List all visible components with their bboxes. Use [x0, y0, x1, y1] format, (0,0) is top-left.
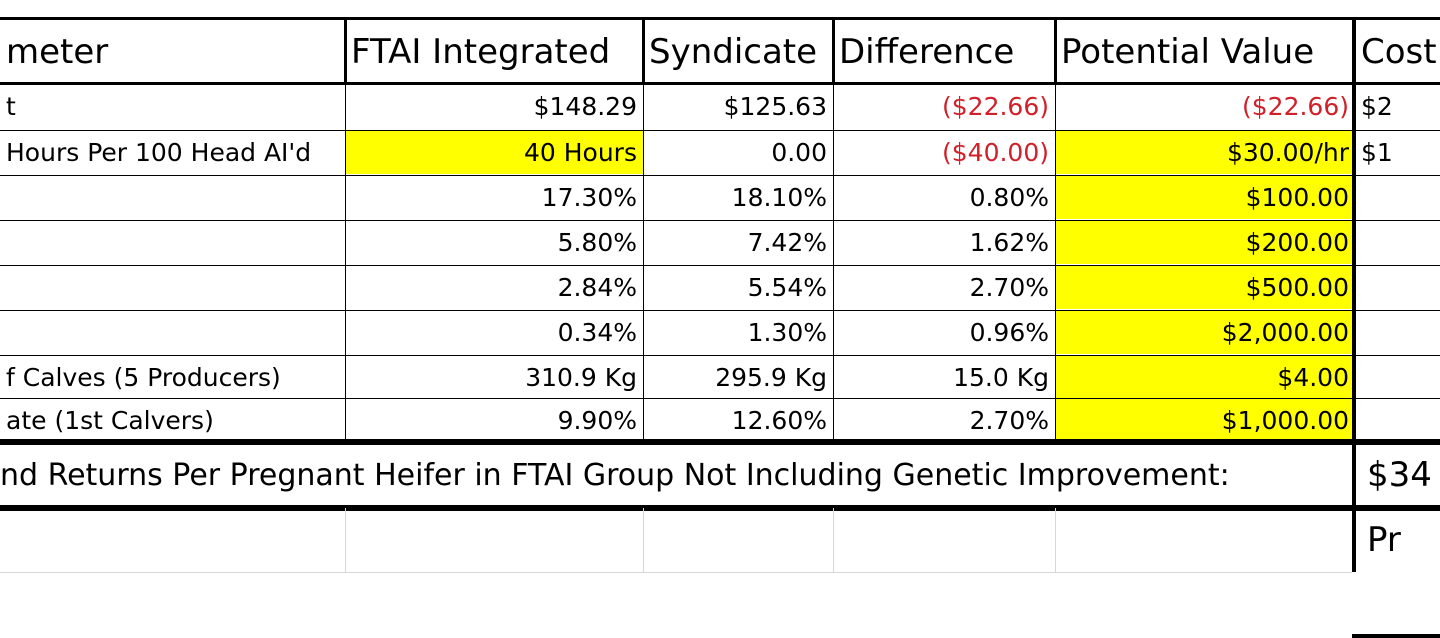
- cell-potential-value[interactable]: $4.00: [1055, 355, 1355, 399]
- summary-label[interactable]: nd Returns Per Pregnant Heifer in FTAI G…: [0, 457, 1230, 493]
- cell-potential-value[interactable]: $500.00: [1055, 265, 1355, 309]
- cell-potential-value[interactable]: $200.00: [1055, 220, 1355, 264]
- cell-potential-value[interactable]: $1,000.00: [1055, 398, 1355, 442]
- cell-potential-value[interactable]: $100.00: [1055, 175, 1355, 219]
- cell-ftai-integrated[interactable]: 2.84%: [557, 272, 637, 302]
- row-label[interactable]: [0, 265, 345, 309]
- cell-cost[interactable]: [1355, 175, 1440, 219]
- cell-syndicate[interactable]: $125.63: [723, 91, 827, 121]
- cell-cost[interactable]: $2: [1361, 91, 1393, 121]
- cell-difference[interactable]: 1.62%: [969, 227, 1049, 257]
- cell-ftai-integrated[interactable]: 9.90%: [557, 405, 637, 435]
- cell-syndicate[interactable]: 7.42%: [747, 227, 827, 257]
- cell-difference[interactable]: 2.70%: [969, 405, 1049, 435]
- column-header-potential-value[interactable]: Potential Value: [1061, 32, 1315, 72]
- cell-syndicate[interactable]: 0.00: [771, 137, 827, 167]
- cell-cost[interactable]: [1355, 310, 1440, 354]
- cell-cost[interactable]: [1355, 265, 1440, 309]
- footer-value[interactable]: Pr: [1367, 520, 1401, 560]
- cell-syndicate[interactable]: 1.30%: [747, 317, 827, 347]
- cell-potential-value[interactable]: $30.00/hr: [1055, 130, 1355, 174]
- row-label[interactable]: t: [6, 91, 16, 121]
- column-header-difference[interactable]: Difference: [839, 32, 1015, 72]
- cell-ftai-integrated[interactable]: 310.9 Kg: [525, 362, 637, 392]
- column-header-syndicate[interactable]: Syndicate: [649, 32, 818, 72]
- cell-syndicate[interactable]: 18.10%: [731, 182, 827, 212]
- cell-difference[interactable]: ($40.00): [942, 137, 1049, 167]
- cell-potential-value[interactable]: $2,000.00: [1055, 310, 1355, 354]
- row-label[interactable]: ate (1st Calvers): [6, 405, 214, 435]
- cell-difference[interactable]: ($22.66): [942, 91, 1049, 121]
- cell-ftai-integrated[interactable]: 17.30%: [541, 182, 637, 212]
- row-label[interactable]: [0, 220, 345, 264]
- row-label[interactable]: f Calves (5 Producers): [6, 362, 281, 392]
- cell-difference[interactable]: 2.70%: [969, 272, 1049, 302]
- cell-cost[interactable]: [1355, 398, 1440, 442]
- summary-value[interactable]: $34: [1367, 455, 1432, 495]
- cell-cost[interactable]: $1: [1361, 137, 1393, 167]
- row-label[interactable]: [0, 175, 345, 219]
- row-label[interactable]: Hours Per 100 Head AI'd: [6, 137, 312, 167]
- cell-difference[interactable]: 0.96%: [969, 317, 1049, 347]
- cell-cost[interactable]: [1355, 220, 1440, 264]
- cell-cost[interactable]: [1355, 355, 1440, 399]
- cell-ftai-integrated[interactable]: $148.29: [533, 91, 637, 121]
- cell-ftai-integrated[interactable]: 40 Hours: [345, 130, 643, 174]
- cell-potential-value[interactable]: ($22.66): [1242, 91, 1349, 121]
- cell-syndicate[interactable]: 5.54%: [747, 272, 827, 302]
- cell-syndicate[interactable]: 12.60%: [731, 405, 827, 435]
- cell-ftai-integrated[interactable]: 5.80%: [557, 227, 637, 257]
- column-header-ftai-integrated[interactable]: FTAI Integrated: [351, 32, 611, 72]
- cell-ftai-integrated[interactable]: 0.34%: [557, 317, 637, 347]
- column-header-cost[interactable]: Cost: [1361, 32, 1437, 72]
- cell-difference[interactable]: 15.0 Kg: [953, 362, 1049, 392]
- spreadsheet-table: meter FTAI Integrated Syndicate Difference P…: [0, 17, 1440, 638]
- cell-syndicate[interactable]: 295.9 Kg: [715, 362, 827, 392]
- row-label[interactable]: [0, 310, 345, 354]
- cell-difference[interactable]: 0.80%: [969, 182, 1049, 212]
- column-header-parameter[interactable]: meter: [6, 32, 109, 72]
